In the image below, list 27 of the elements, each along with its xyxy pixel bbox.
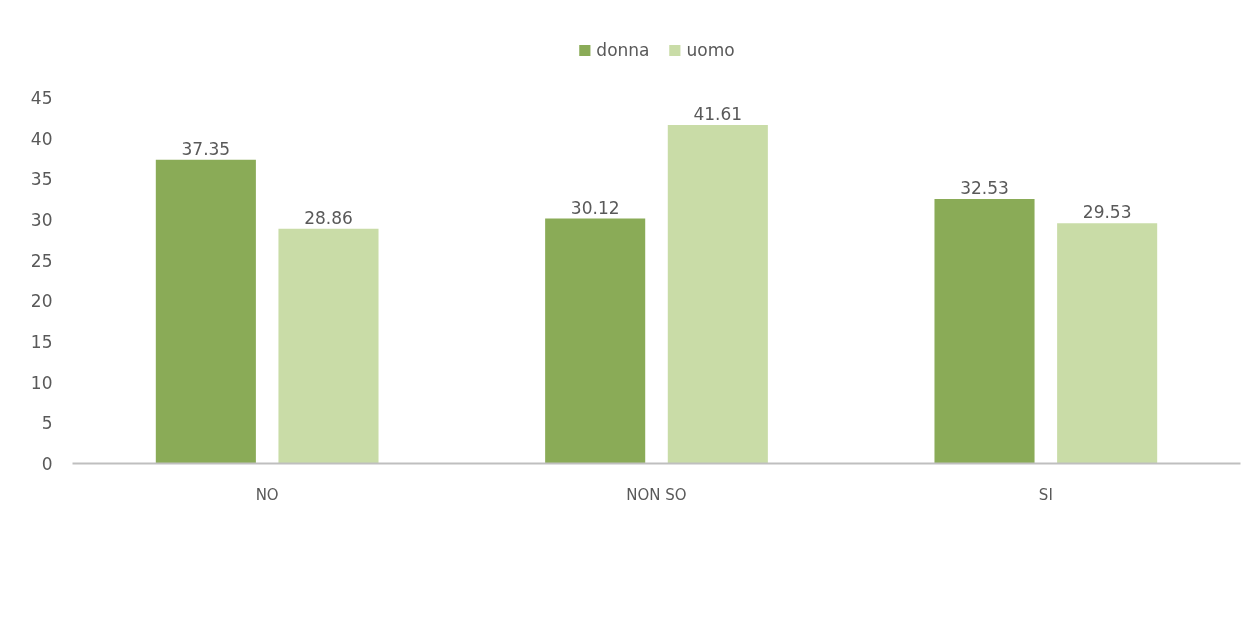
- bar: [545, 218, 646, 464]
- data-label: 41.61: [693, 104, 743, 125]
- bar: [155, 159, 256, 464]
- y-tick-label: 25: [30, 250, 53, 271]
- y-tick-label: 10: [30, 372, 53, 393]
- data-label: 28.86: [304, 207, 353, 228]
- y-tick-label: 15: [30, 332, 53, 352]
- x-tick-label: NO: [255, 485, 279, 504]
- x-tick-label: NON SO: [626, 485, 687, 504]
- y-tick-label: 35: [30, 169, 53, 190]
- legend-label: donna: [596, 40, 650, 60]
- bar: [934, 198, 1035, 464]
- y-tick-label: 40: [30, 128, 53, 149]
- bar: [1057, 223, 1158, 464]
- y-tick-label: 5: [41, 413, 53, 434]
- x-tick-label: SI: [1038, 485, 1053, 504]
- bar: [667, 125, 768, 464]
- bar: [278, 228, 379, 464]
- y-tick-label: 0: [41, 454, 53, 474]
- y-tick-label: 30: [30, 210, 53, 230]
- y-tick-label: 20: [30, 291, 53, 312]
- y-tick-label: 45: [30, 88, 53, 108]
- data-label: 37.35: [181, 138, 231, 159]
- data-label: 32.53: [960, 177, 1009, 198]
- data-label: 29.53: [1082, 202, 1132, 223]
- data-label: 30.12: [570, 197, 620, 218]
- legend-label: uomo: [686, 40, 735, 60]
